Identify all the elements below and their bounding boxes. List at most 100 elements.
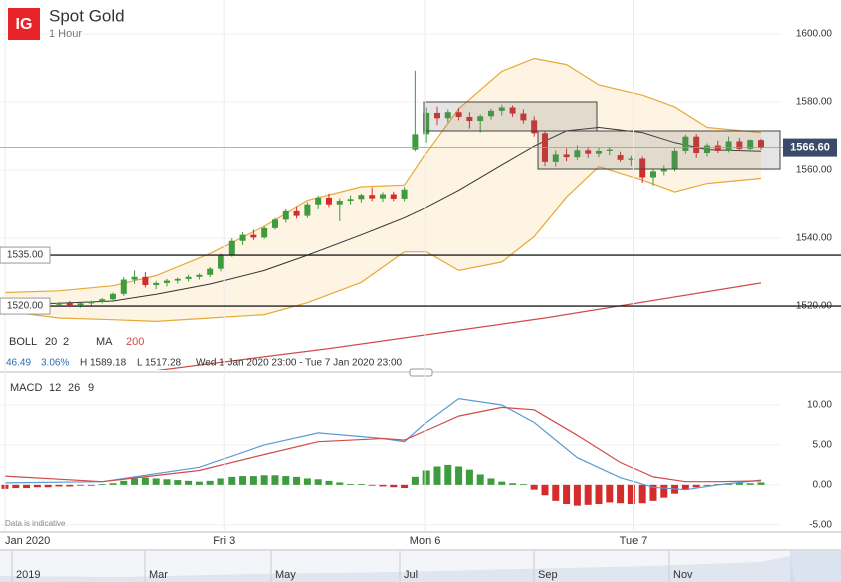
candle-body — [617, 155, 624, 160]
high: H 1589.18 — [80, 358, 127, 369]
candle-body — [412, 134, 419, 150]
level-label: 1520.00 — [7, 301, 44, 312]
histogram-bar — [33, 484, 41, 488]
candle-body — [660, 169, 667, 172]
histogram-bar — [325, 480, 333, 485]
histogram-bar — [55, 484, 63, 487]
candle-body — [401, 189, 408, 199]
last-price-box — [783, 138, 837, 157]
candle-body — [271, 219, 278, 228]
y-tick-label: 5.00 — [813, 440, 833, 451]
histogram-bar — [411, 476, 419, 485]
ma200 — [156, 282, 762, 370]
candle-body — [66, 303, 73, 306]
candle-body — [99, 299, 106, 302]
histogram-bar — [692, 484, 700, 488]
histogram-bar — [131, 478, 139, 485]
histogram-bar — [530, 484, 538, 490]
navigator-label: 2019 — [16, 569, 40, 581]
histogram-bar — [584, 484, 592, 505]
candle-body — [574, 150, 581, 158]
histogram-bar — [77, 484, 85, 486]
histogram-bar — [12, 484, 20, 489]
histogram-bar — [23, 484, 31, 489]
macd-plot — [0, 397, 780, 526]
histogram-bar — [185, 480, 193, 485]
y-tick-label: 0.00 — [813, 480, 833, 491]
histogram-bar — [735, 482, 743, 485]
selection-box — [423, 101, 598, 132]
indicator-param: 12 — [49, 382, 61, 394]
candle-body — [747, 140, 754, 149]
candle-body — [142, 276, 149, 285]
resize-handle[interactable] — [409, 368, 433, 377]
histogram-bar — [44, 484, 52, 488]
change: 46.49 — [6, 358, 31, 369]
histogram-bar — [174, 480, 182, 485]
price-plot — [0, 33, 780, 370]
histogram-bar — [498, 481, 506, 485]
bollinger-fill — [4, 58, 761, 322]
histogram-bar — [249, 476, 257, 485]
histogram-bar — [357, 484, 365, 485]
histogram-bar — [228, 476, 236, 485]
indicator-param: 9 — [88, 382, 94, 394]
candle-body — [336, 200, 343, 205]
candle-body — [185, 276, 192, 279]
candle-body — [207, 268, 214, 275]
histogram-bar — [401, 484, 409, 489]
candle-body — [552, 154, 559, 162]
candle-body — [725, 141, 732, 151]
logo — [8, 8, 40, 40]
candle-body — [639, 158, 646, 178]
candle-body — [714, 145, 721, 151]
navigator-area — [0, 556, 795, 582]
histogram-bar — [120, 480, 128, 485]
navigator-window[interactable] — [790, 551, 841, 582]
histogram-bar — [649, 484, 657, 501]
candle-body — [77, 303, 84, 306]
note: Data is indicative — [5, 519, 66, 528]
candle-body — [487, 110, 494, 117]
histogram-bar — [660, 484, 668, 498]
histogram-bar — [390, 484, 398, 488]
candle-body — [628, 158, 635, 160]
candle-body — [250, 234, 257, 238]
navigator-labels: 2019 Mar May Jul Sep Nov — [11, 551, 693, 582]
candle-body — [682, 136, 689, 151]
histogram-bar — [271, 475, 279, 485]
histogram-bar — [703, 484, 711, 486]
candle-body — [282, 210, 289, 220]
candle-body — [477, 116, 484, 122]
navigator-label: Mar — [149, 569, 168, 581]
histogram-bar — [282, 476, 290, 485]
indicator-label: MA — [96, 336, 113, 348]
histogram-bar — [239, 476, 247, 485]
histogram-bar — [98, 484, 106, 485]
histogram-bar — [368, 484, 376, 486]
candle-body — [455, 112, 462, 117]
histogram-bar — [314, 479, 322, 485]
low: L 1517.28 — [137, 358, 182, 369]
histogram-bar — [552, 484, 560, 501]
histogram-bar — [757, 482, 765, 485]
candle-body — [88, 301, 95, 304]
histogram-bar — [681, 484, 689, 490]
indicator-param: 200 — [126, 336, 144, 348]
histogram-bar — [519, 484, 527, 485]
change-pct: 3.06% — [41, 358, 69, 369]
level-label-box — [0, 297, 51, 315]
candle-body — [693, 136, 700, 154]
histogram-bar — [293, 476, 301, 485]
candle-body — [358, 195, 365, 200]
candle-body — [120, 279, 127, 294]
candle-body — [606, 149, 613, 151]
candle-body — [595, 150, 602, 154]
y-tick-label: 1540.00 — [796, 233, 833, 244]
y-tick-label: -5.00 — [809, 519, 832, 530]
bollinger-upper — [4, 57, 762, 294]
y-tick-label: 1600.00 — [796, 29, 833, 40]
candle-body — [671, 150, 678, 170]
candle-body — [131, 276, 138, 280]
candle-body — [649, 171, 656, 178]
